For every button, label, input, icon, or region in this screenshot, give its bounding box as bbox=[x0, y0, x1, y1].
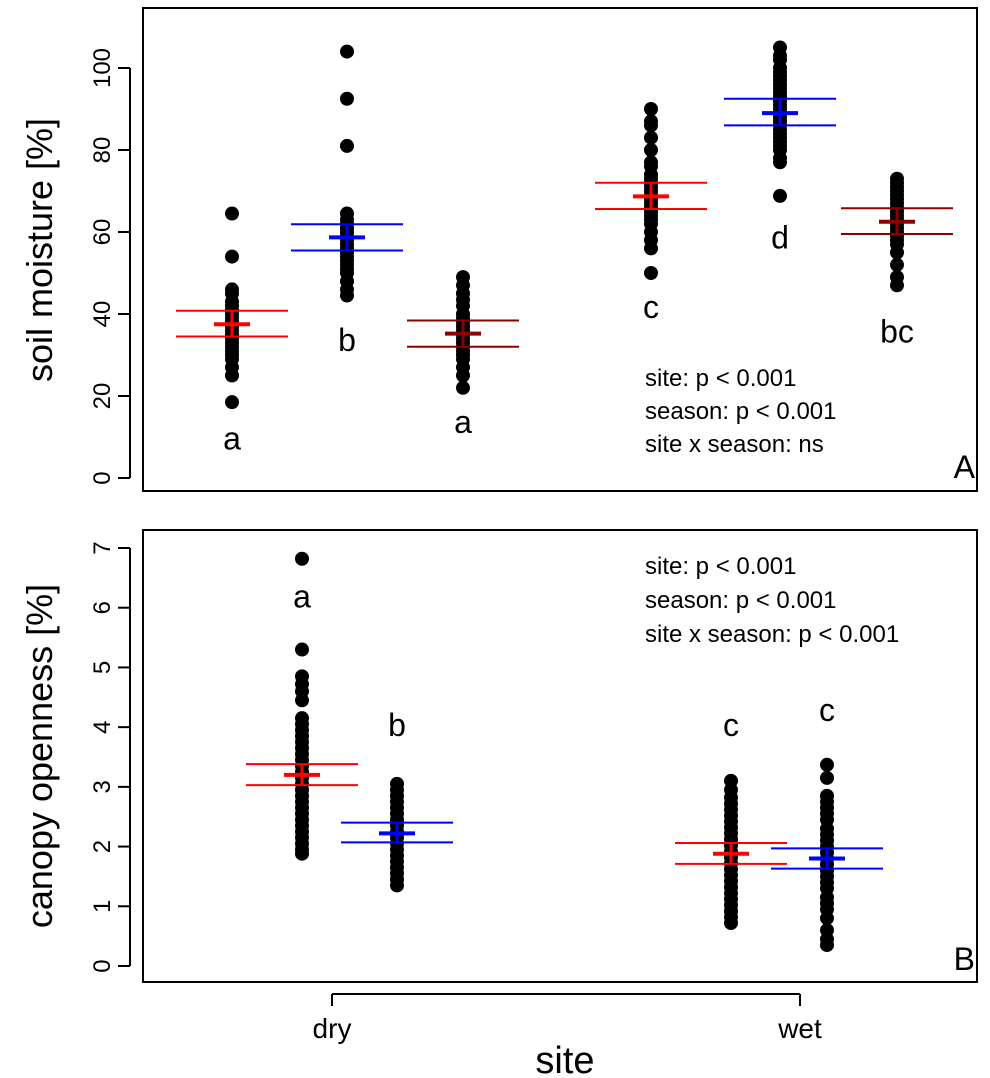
panel-b-y-tick-label: 1 bbox=[89, 900, 116, 913]
panel-a-y-tick-label: 40 bbox=[89, 301, 116, 328]
panel-a-letter: c bbox=[643, 289, 659, 325]
panel-a-data-point bbox=[890, 257, 904, 272]
panel-a-data-point bbox=[644, 130, 658, 145]
panel-b-data-point bbox=[295, 669, 309, 684]
panel-b-letter: c bbox=[819, 692, 835, 728]
panel-a-y-tick-label: 0 bbox=[89, 471, 116, 484]
panel-a-data-point bbox=[340, 138, 354, 153]
panel-b-data-point bbox=[295, 711, 309, 726]
panel-a-ylabel: soil moisture [%] bbox=[19, 118, 60, 382]
panel-a-significance-letters: a b a c d bc bbox=[223, 219, 914, 456]
x-axis-title: site bbox=[535, 1040, 594, 1078]
panel-b-letter: a bbox=[293, 579, 311, 615]
panel-b-y-axis: 0 1 2 3 4 5 6 7 bbox=[89, 541, 131, 973]
panel-a-points bbox=[225, 40, 904, 410]
panel-a-data-point bbox=[644, 155, 658, 170]
panel-a-data-point bbox=[340, 206, 354, 221]
panel-b-mean-ci-bars bbox=[246, 763, 883, 870]
panel-a-data-point bbox=[225, 395, 239, 410]
panel-a-label: A bbox=[954, 449, 976, 485]
panel-b-y-tick-label: 0 bbox=[89, 959, 116, 972]
panel-a-y-tick-label: 100 bbox=[89, 48, 116, 88]
panel-a-data-point bbox=[644, 266, 658, 280]
panel-a-data-point bbox=[644, 143, 658, 157]
panel-a-data-point bbox=[773, 40, 787, 55]
panel-b-letter: c bbox=[723, 707, 739, 743]
panel-b-frame bbox=[142, 529, 978, 983]
panel-a-data-point bbox=[225, 282, 239, 297]
panel-a-letter: bc bbox=[880, 314, 914, 350]
panel-a-letter: a bbox=[223, 420, 241, 456]
panel-b-points bbox=[295, 551, 834, 953]
panel-a-y-tick-label: 20 bbox=[89, 383, 116, 410]
panel-b-significance-letters: a b c c bbox=[293, 579, 835, 743]
panel-a: soil moisture [%] 0 20 40 60 80 100 a b a c d bc s… bbox=[19, 7, 978, 492]
panel-b-data-point bbox=[820, 788, 834, 803]
panel-b-stat-interaction: site x season: p < 0.001 bbox=[645, 621, 899, 648]
panel-b-y-tick-label: 2 bbox=[89, 840, 116, 853]
panel-b-ylabel: canopy openness [%] bbox=[19, 584, 60, 928]
x-tick-label-wet: wet bbox=[777, 1013, 822, 1044]
panel-b-data-point bbox=[820, 770, 834, 785]
panel-b-y-tick-label: 4 bbox=[89, 720, 116, 733]
x-tick-label-dry: dry bbox=[313, 1013, 352, 1044]
panel-b-data-point bbox=[820, 757, 834, 772]
panel-a-stat-season: season: p < 0.001 bbox=[645, 398, 836, 425]
panel-a-y-axis: 0 20 40 60 80 100 bbox=[89, 48, 131, 485]
panel-a-data-point bbox=[890, 270, 904, 285]
panel-a-stat-interaction: site x season: ns bbox=[645, 431, 824, 458]
panel-a-data-point bbox=[890, 171, 904, 186]
panel-a-letter: d bbox=[771, 219, 789, 255]
panel-a-data-point bbox=[644, 102, 658, 116]
panel-b-stat-site: site: p < 0.001 bbox=[645, 553, 796, 580]
panel-b-y-tick-label: 5 bbox=[89, 661, 116, 674]
panel-b-x-axis: dry wet bbox=[313, 993, 822, 1044]
panel-a-letter: b bbox=[338, 322, 356, 358]
panel-b-y-tick-label: 7 bbox=[89, 541, 116, 554]
panel-a-mean-ci-bars bbox=[176, 97, 953, 348]
panel-b-y-tick-label: 3 bbox=[89, 780, 116, 793]
panel-a-frame bbox=[142, 7, 978, 492]
panel-b-label: B bbox=[954, 941, 975, 977]
panel-a-data-point bbox=[225, 249, 239, 264]
panel-a-data-point bbox=[456, 380, 470, 395]
panel-a-data-point bbox=[456, 270, 470, 285]
panel-a-letter: a bbox=[454, 404, 472, 440]
panel-a-y-tick-label: 80 bbox=[89, 137, 116, 164]
panel-a-y-tick-label: 60 bbox=[89, 219, 116, 246]
panel-b-y-tick-label: 6 bbox=[89, 601, 116, 614]
panel-a-data-point bbox=[644, 114, 658, 129]
panel-b-letter: b bbox=[388, 707, 406, 743]
panel-b-data-point bbox=[724, 773, 738, 788]
panel-b-data-point bbox=[390, 776, 404, 791]
panel-a-data-point bbox=[340, 91, 354, 106]
panel-b-stat-season: season: p < 0.001 bbox=[645, 587, 836, 614]
panel-a-data-point bbox=[225, 206, 239, 221]
panel-b-data-point bbox=[295, 642, 309, 657]
panel-a-stat-site: site: p < 0.001 bbox=[645, 365, 796, 392]
panel-b-data-point bbox=[295, 551, 309, 566]
panel-a-data-point bbox=[773, 188, 787, 203]
panel-b-data-point bbox=[820, 923, 834, 938]
panel-b: canopy openness [%] 0 1 2 3 4 5 6 7 dry wet a b c c… bbox=[19, 529, 978, 1078]
panel-a-data-point bbox=[340, 44, 354, 59]
